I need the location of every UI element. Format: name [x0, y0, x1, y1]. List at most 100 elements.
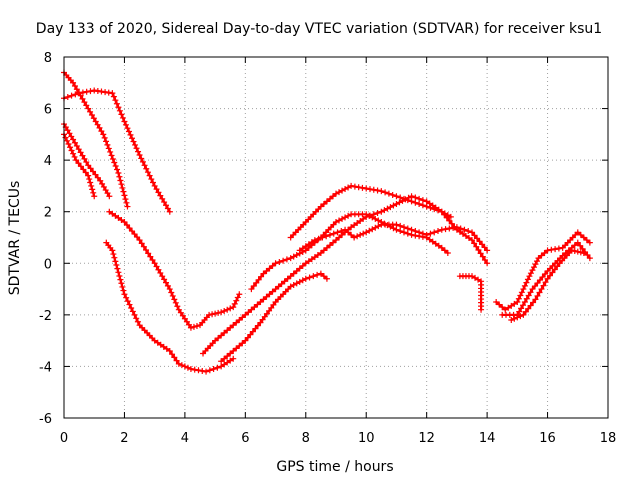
- data-point-marker: [94, 121, 101, 128]
- data-point-marker: [94, 174, 101, 181]
- data-point-marker: [511, 300, 518, 307]
- data-point-marker: [168, 289, 175, 296]
- data-point-marker: [90, 189, 97, 196]
- data-point-marker: [181, 315, 188, 322]
- data-point-marker: [526, 273, 533, 280]
- data-point-marker: [90, 115, 97, 122]
- data-point-marker: [184, 364, 191, 371]
- data-point-marker: [450, 224, 457, 231]
- data-point-marker: [393, 226, 400, 233]
- data-point-marker: [333, 237, 339, 244]
- data-point-marker: [177, 309, 184, 316]
- data-point-marker: [83, 102, 90, 109]
- data-point-marker: [275, 283, 282, 290]
- data-point-marker: [412, 194, 419, 201]
- data-point-marker: [333, 190, 339, 197]
- data-point-marker: [151, 260, 158, 267]
- data-point-marker: [210, 366, 217, 373]
- data-point-marker: [474, 235, 481, 242]
- data-point-marker: [99, 180, 106, 187]
- data-point-marker: [64, 93, 71, 100]
- data-point-marker: [441, 211, 448, 218]
- data-point-marker: [269, 262, 276, 269]
- data-point-marker: [473, 243, 480, 250]
- data-point-marker: [118, 111, 125, 118]
- data-point-marker: [163, 279, 169, 286]
- data-point-marker: [72, 91, 79, 98]
- data-point-marker: [319, 234, 326, 241]
- data-point-marker: [370, 186, 377, 193]
- data-point-marker: [119, 114, 126, 121]
- data-point-marker: [113, 100, 120, 107]
- y-tick-label: 2: [44, 206, 52, 221]
- x-tick-label: 12: [418, 431, 435, 446]
- data-point-marker: [345, 184, 352, 191]
- data-point-marker: [366, 227, 373, 234]
- data-point-marker: [416, 229, 423, 236]
- data-point-marker: [157, 341, 164, 348]
- data-point-marker: [249, 328, 256, 335]
- data-point-marker: [81, 99, 88, 106]
- data-point-marker: [112, 258, 119, 265]
- data-point-marker: [471, 232, 478, 239]
- series-line: [250, 213, 449, 291]
- data-point-marker: [459, 230, 466, 237]
- data-point-marker: [126, 225, 133, 232]
- data-point-marker: [523, 295, 530, 302]
- data-point-marker: [110, 93, 117, 100]
- data-point-marker: [342, 226, 349, 233]
- data-point-marker: [393, 200, 400, 207]
- data-point-marker: [360, 215, 367, 222]
- data-point-marker: [127, 131, 134, 138]
- data-point-marker: [339, 215, 346, 222]
- data-point-marker: [280, 257, 287, 264]
- data-point-marker: [348, 182, 355, 189]
- data-point-marker: [230, 355, 237, 362]
- data-point-marker: [108, 152, 115, 159]
- data-point-marker: [151, 182, 158, 189]
- data-point-marker: [92, 118, 99, 125]
- data-point-marker: [134, 318, 141, 325]
- data-point-marker: [65, 141, 72, 148]
- data-point-marker: [302, 275, 309, 282]
- data-point-marker: [534, 292, 541, 299]
- data-point-marker: [363, 185, 370, 192]
- data-point-marker: [521, 298, 528, 305]
- data-point-marker: [546, 272, 553, 279]
- data-point-marker: [469, 273, 475, 280]
- data-point-marker: [447, 213, 454, 220]
- data-point-marker: [305, 258, 312, 265]
- data-point-marker: [119, 283, 126, 290]
- data-point-marker: [531, 283, 538, 290]
- data-point-marker: [453, 224, 460, 231]
- data-point-marker: [193, 323, 200, 330]
- data-point-marker: [317, 270, 324, 277]
- data-point-marker: [239, 314, 246, 321]
- data-point-marker: [441, 247, 448, 254]
- data-point-marker: [427, 230, 434, 237]
- data-point-marker: [369, 214, 376, 221]
- data-point-marker: [224, 327, 231, 334]
- data-point-marker: [357, 231, 364, 238]
- data-point-marker: [227, 305, 234, 312]
- data-point-marker: [121, 118, 128, 125]
- data-point-marker: [336, 189, 343, 196]
- data-point-marker: [81, 155, 88, 162]
- data-point-marker: [426, 236, 433, 243]
- x-tick-label: 18: [600, 431, 617, 446]
- data-point-marker: [87, 179, 94, 186]
- data-point-marker: [148, 176, 155, 183]
- data-point-marker: [393, 193, 400, 200]
- data-point-marker: [446, 225, 453, 232]
- data-point-marker: [254, 301, 261, 308]
- series-track-14: [499, 239, 593, 318]
- data-point-marker: [118, 181, 125, 188]
- data-point-marker: [124, 203, 131, 210]
- data-point-marker: [408, 231, 415, 238]
- data-point-marker: [442, 226, 449, 233]
- data-point-marker: [348, 224, 355, 231]
- data-point-marker: [465, 228, 472, 235]
- data-point-marker: [311, 254, 318, 261]
- data-point-marker: [333, 219, 339, 226]
- data-point-marker: [163, 345, 170, 352]
